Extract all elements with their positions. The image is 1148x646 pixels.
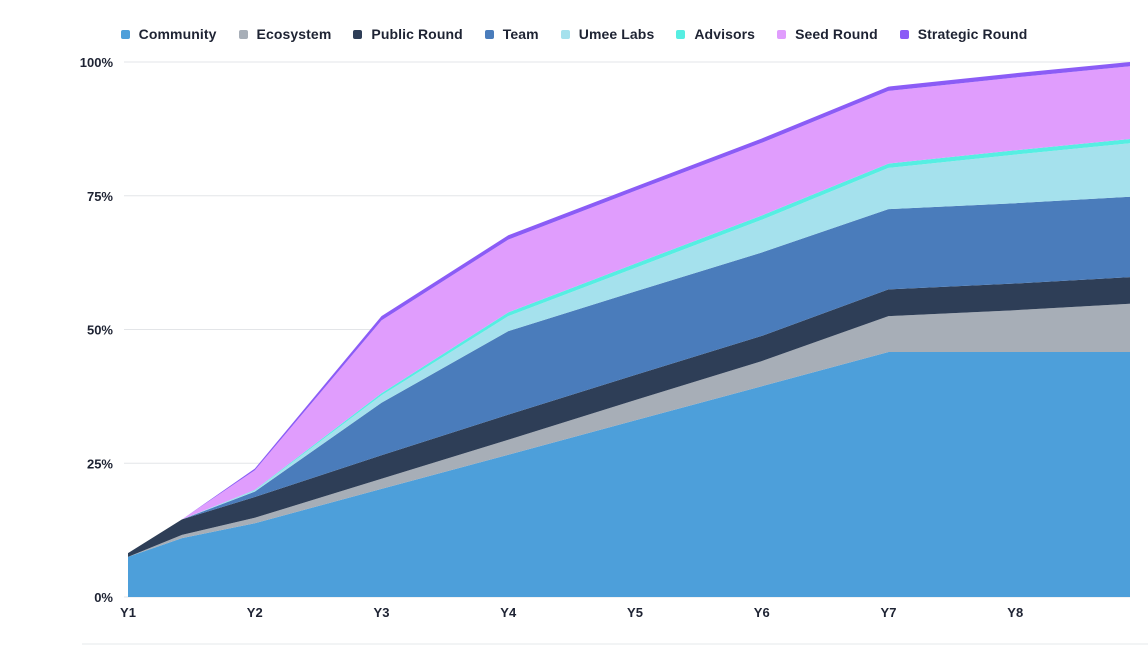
y-tick-label: 100%: [80, 55, 114, 70]
legend-swatch-seed-round: [777, 29, 787, 39]
legend-swatch-team: [484, 29, 494, 39]
x-tick-label: Y6: [754, 605, 770, 620]
legend-item-umee-labs[interactable]: Umee Labs: [560, 26, 655, 42]
x-tick-label: Y4: [500, 605, 517, 620]
legend-item-team[interactable]: Team: [484, 26, 539, 42]
y-tick-label: 50%: [87, 323, 113, 338]
legend-item-seed-round[interactable]: Seed Round: [777, 26, 878, 42]
x-tick-label: Y3: [374, 605, 390, 620]
legend-label: Community: [138, 26, 217, 42]
legend-swatch-strategic-round: [899, 29, 909, 39]
area-public-round[interactable]: [128, 277, 1130, 557]
legend-item-strategic-round[interactable]: Strategic Round: [899, 26, 1028, 42]
y-axis-tick-labels: 0% 25% 50% 75% 100%: [80, 55, 114, 605]
legend-label: Strategic Round: [917, 26, 1028, 42]
legend-label: Seed Round: [795, 26, 878, 42]
legend-item-ecosystem[interactable]: Ecosystem: [238, 26, 332, 42]
area-community[interactable]: [128, 352, 1130, 597]
x-tick-label: Y5: [627, 605, 643, 620]
x-tick-label: Y7: [881, 605, 897, 620]
legend-label: Ecosystem: [256, 26, 332, 42]
legend-item-advisors[interactable]: Advisors: [676, 26, 755, 42]
legend-swatch-umee-labs: [560, 29, 570, 39]
x-tick-label: Y2: [247, 605, 263, 620]
x-axis-tick-labels: Y1 Y2 Y3 Y4 Y5 Y6 Y7 Y8: [120, 605, 1023, 620]
area-ecosystem[interactable]: [128, 303, 1130, 557]
area-team[interactable]: [128, 196, 1130, 554]
area-seed-round[interactable]: [128, 66, 1130, 554]
chart-legend: Community Ecosystem Public Round Team Umee L…: [0, 26, 1148, 42]
legend-label: Team: [502, 26, 539, 42]
legend-swatch-ecosystem: [238, 29, 248, 39]
area-series-group: [128, 62, 1130, 597]
y-tick-label: 0%: [94, 590, 113, 605]
y-tick-label: 75%: [87, 189, 113, 204]
legend-label: Umee Labs: [578, 26, 655, 42]
y-tick-label: 25%: [87, 456, 113, 471]
legend-item-community[interactable]: Community: [120, 26, 217, 42]
legend-item-public-round[interactable]: Public Round: [353, 26, 463, 42]
legend-swatch-public-round: [353, 29, 363, 39]
legend-swatch-community: [120, 29, 130, 39]
legend-label: Public Round: [371, 26, 463, 42]
x-tick-label: Y1: [120, 605, 136, 620]
x-tick-label: Y8: [1007, 605, 1023, 620]
area-umee-labs[interactable]: [128, 143, 1130, 554]
legend-swatch-advisors: [676, 29, 686, 39]
legend-label: Advisors: [694, 26, 756, 42]
